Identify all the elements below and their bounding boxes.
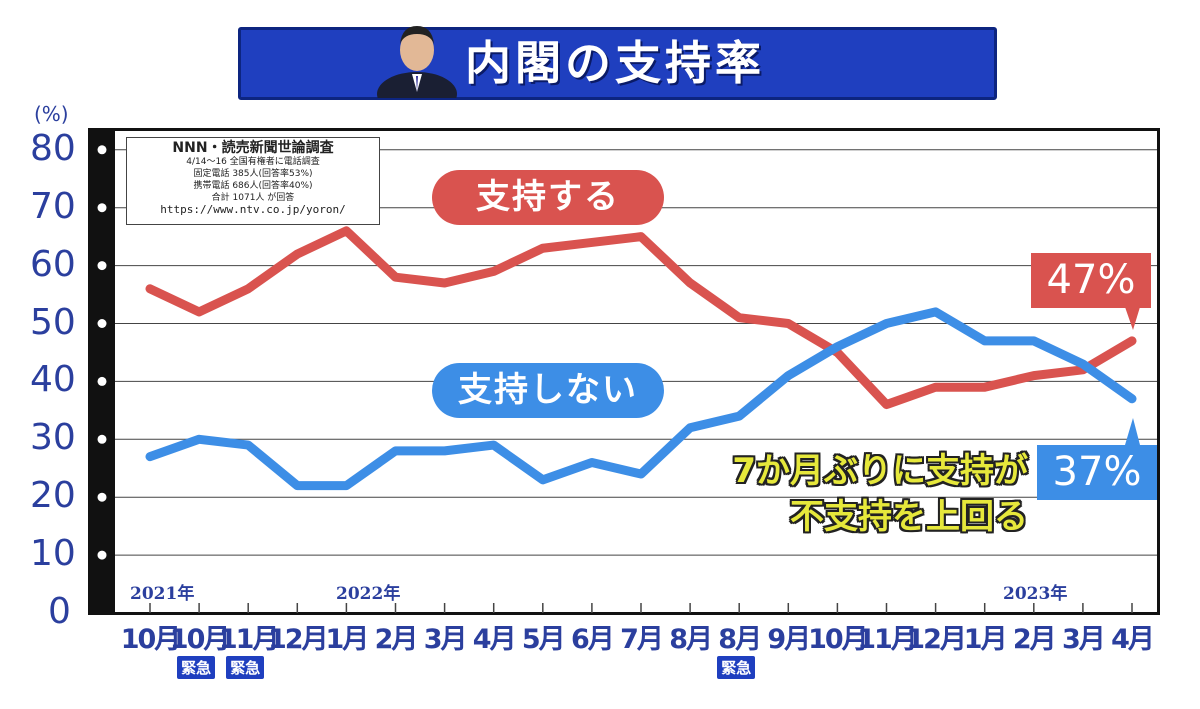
x-tick-label: 7月 xyxy=(620,624,664,655)
y-tick-dot xyxy=(97,145,107,155)
y-tick-label: 10 xyxy=(30,533,76,575)
support-callout-pointer xyxy=(1125,307,1140,330)
survey-url: https://www.ntv.co.jp/yoron/ xyxy=(160,203,346,216)
nonsupport-callout-pointer xyxy=(1125,418,1140,445)
survey-info-box: NNN・読売新聞世論調査 4/14〜16 全国有権者に電話調査 固定電話 385… xyxy=(126,137,380,225)
y-axis-unit: (%) xyxy=(34,102,69,126)
x-tick-label: 8月 xyxy=(669,624,713,655)
y-tick-label: 60 xyxy=(30,243,76,285)
x-tick-label: 1月 xyxy=(963,624,1008,655)
survey-line: 固定電話 385人(回答率53%) xyxy=(193,169,313,179)
y-tick-dot xyxy=(97,261,107,271)
y-tick-label: 30 xyxy=(30,417,76,459)
page-title: 内閣の支持率 xyxy=(465,36,765,90)
x-tick-label: 12月 xyxy=(268,624,329,655)
x-tick-label: 10月 xyxy=(169,624,231,655)
x-tick-label: 4月 xyxy=(1111,624,1155,655)
y-tick-label: 20 xyxy=(30,475,76,517)
x-tick-label: 10月 xyxy=(808,624,869,655)
series-line-nonsupport xyxy=(145,307,1137,491)
x-tick-label: 6月 xyxy=(570,624,615,655)
x-tick-label: 11月 xyxy=(218,624,280,655)
y-tick-dot xyxy=(97,550,107,560)
annotation-note: 7か月ぶりに支持が 不支持を上回る xyxy=(683,448,1028,540)
y-tick-dot xyxy=(97,319,107,328)
x-tick-label: 9月 xyxy=(767,624,811,655)
year-label-2022: 2022年 xyxy=(336,584,401,604)
y-tick-label: 40 xyxy=(30,359,76,401)
note-line: 不支持を上回る xyxy=(790,497,1028,537)
survey-line: 携帯電話 686人(回答率40%) xyxy=(193,181,313,191)
year-label-2023: 2023年 xyxy=(1003,584,1068,604)
y-tick-dot xyxy=(97,434,107,444)
x-tick-label: 1月 xyxy=(325,624,369,655)
y-tick-label: 50 xyxy=(30,301,76,343)
series-line-support xyxy=(145,226,1137,410)
x-tick-label: 8月 xyxy=(718,624,762,655)
y-tick-label: 0 xyxy=(48,591,71,632)
survey-line: 合計 1071人 が回答 xyxy=(211,193,295,203)
y-tick-dot xyxy=(97,376,107,386)
x-tick-label: 5月 xyxy=(521,624,566,655)
nonsupport-end-label: 37% xyxy=(1037,445,1157,500)
x-tick-label: 10月 xyxy=(120,624,182,655)
y-tick-dot xyxy=(97,492,107,502)
y-tick-label: 80 xyxy=(30,127,76,169)
x-tick-label: 12月 xyxy=(906,624,967,655)
legend-support: 支持する xyxy=(432,170,664,225)
x-tick-label: 2月 xyxy=(374,624,419,655)
year-label-2021: 2021年 xyxy=(130,584,195,604)
y-tick-label: 70 xyxy=(30,185,76,227)
x-tick-label: 4月 xyxy=(472,624,517,655)
x-tick-label: 3月 xyxy=(423,624,468,655)
legend-nonsupport: 支持しない xyxy=(432,363,664,418)
x-tick-label: 11月 xyxy=(857,624,918,655)
survey-heading: NNN・読売新聞世論調査 xyxy=(172,140,334,156)
x-tick-label: 3月 xyxy=(1061,624,1106,655)
emergency-badge: 緊急 xyxy=(717,656,756,679)
y-tick-dot xyxy=(97,203,107,213)
emergency-badge: 緊急 xyxy=(226,656,265,679)
support-end-label: 47% xyxy=(1031,253,1151,308)
note-line: 7か月ぶりに支持が xyxy=(732,451,1028,491)
x-tick-label: 2月 xyxy=(1012,624,1057,655)
prime-minister-portrait-icon xyxy=(377,26,457,98)
title-banner xyxy=(238,27,997,100)
survey-line: 4/14〜16 全国有権者に電話調査 xyxy=(186,157,320,167)
emergency-badge: 緊急 xyxy=(177,656,216,679)
